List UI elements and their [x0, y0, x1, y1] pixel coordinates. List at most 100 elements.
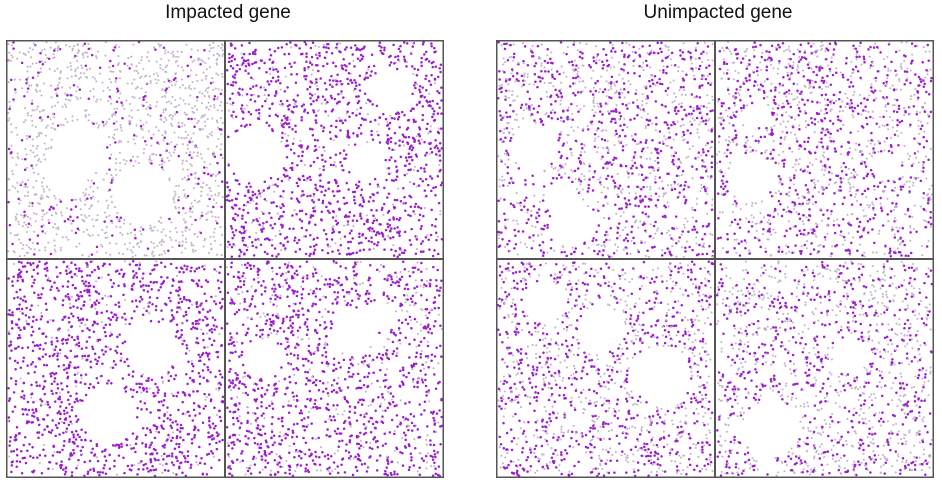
cell-dot: [30, 114, 33, 117]
cell-dot: [294, 250, 297, 253]
cell-dot: [10, 44, 13, 47]
cell-dot: [312, 244, 316, 248]
cell-dot: [202, 60, 205, 63]
cell-dot: [185, 347, 189, 350]
cell-dot: [149, 431, 153, 434]
cell-dot: [393, 148, 396, 152]
cell-dot: [275, 305, 278, 308]
cell-dot: [317, 95, 320, 98]
cell-dot: [261, 302, 265, 306]
cell-dot: [306, 111, 310, 115]
cell-dot: [119, 169, 122, 172]
cell-dot: [246, 393, 250, 397]
cell-dot: [353, 198, 356, 202]
cell-dot: [160, 454, 163, 457]
cell-dot: [401, 140, 405, 143]
cell-dot: [109, 331, 112, 334]
cell-dot: [108, 95, 112, 98]
cell-dot: [414, 120, 417, 123]
cell-dot: [91, 345, 94, 349]
cell-dot: [42, 348, 45, 351]
cell-dot: [343, 202, 346, 205]
cell-dot: [351, 111, 354, 115]
cell-dot: [146, 247, 150, 250]
cell-dot: [334, 153, 338, 156]
cell-dot: [23, 436, 27, 439]
cell-dot: [150, 287, 153, 291]
cell-dot: [389, 236, 392, 240]
cell-dot: [64, 295, 68, 298]
cell-dot: [237, 91, 240, 95]
cell-dot: [69, 306, 72, 310]
cell-dot: [10, 464, 14, 467]
cell-dot: [355, 114, 358, 117]
cell-dot: [398, 234, 401, 238]
cell-dot: [195, 301, 199, 304]
cell-dot: [321, 158, 324, 162]
cell-dot: [362, 200, 366, 204]
cell-dot: [181, 230, 184, 234]
cell-dot: [357, 363, 360, 366]
cell-dot: [282, 204, 285, 208]
cell-dot: [104, 345, 108, 348]
cell-dot: [362, 383, 366, 387]
cell-dot: [72, 84, 76, 87]
cell-dot: [282, 210, 285, 214]
cell-dot: [78, 242, 81, 245]
cell-dot: [169, 319, 172, 323]
cell-dot: [178, 286, 181, 289]
cell-dot: [204, 404, 207, 408]
cell-dot: [154, 304, 158, 308]
cell-dot: [29, 248, 32, 251]
cell-dot: [402, 41, 406, 44]
cell-dot: [55, 286, 59, 290]
cell-dot: [312, 275, 315, 278]
cell-dot: [391, 340, 395, 344]
cell-dot: [408, 304, 411, 307]
cell-dot: [287, 404, 290, 407]
cell-dot: [280, 179, 284, 183]
cell-dot: [286, 99, 289, 103]
cell-dot: [301, 287, 305, 291]
cell-dot: [172, 55, 175, 58]
cell-dot: [414, 252, 418, 256]
cell-dot: [383, 46, 386, 50]
cell-dot: [42, 188, 45, 191]
cell-dot: [84, 431, 87, 434]
cell-dot: [416, 261, 419, 264]
cell-dot: [335, 102, 339, 105]
cell-dot: [186, 454, 190, 458]
quadrant-top-right: [225, 40, 444, 259]
cell-dot: [197, 404, 200, 408]
cell-dot: [209, 210, 212, 213]
cell-dot: [295, 105, 298, 108]
cell-dot: [331, 190, 335, 193]
cell-dot: [135, 382, 138, 386]
cell-dot: [327, 181, 331, 184]
cell-dot: [177, 336, 181, 340]
cell-dot: [113, 107, 116, 111]
cell-dot: [211, 77, 214, 80]
cell-dot: [21, 312, 24, 315]
cell-dot: [31, 330, 35, 333]
cell-dot: [327, 245, 330, 248]
cell-dot: [267, 124, 271, 127]
cell-dot: [90, 121, 94, 124]
cell-dot: [87, 285, 90, 288]
cell-dot: [81, 53, 84, 56]
cell-dot: [96, 322, 99, 326]
cell-dot: [359, 214, 362, 218]
cell-dot: [155, 427, 159, 430]
cell-dot: [356, 469, 359, 473]
cell-dot: [208, 419, 211, 423]
cell-dot: [421, 240, 425, 243]
cell-dot: [187, 174, 190, 178]
cell-dot: [311, 437, 314, 440]
cell-dot: [207, 108, 211, 111]
cell-dot: [110, 333, 114, 336]
cell-dot: [345, 112, 348, 115]
cell-dot: [338, 116, 341, 119]
cell-dot: [10, 450, 13, 453]
cell-dot: [261, 105, 264, 108]
cell-dot: [52, 113, 55, 116]
